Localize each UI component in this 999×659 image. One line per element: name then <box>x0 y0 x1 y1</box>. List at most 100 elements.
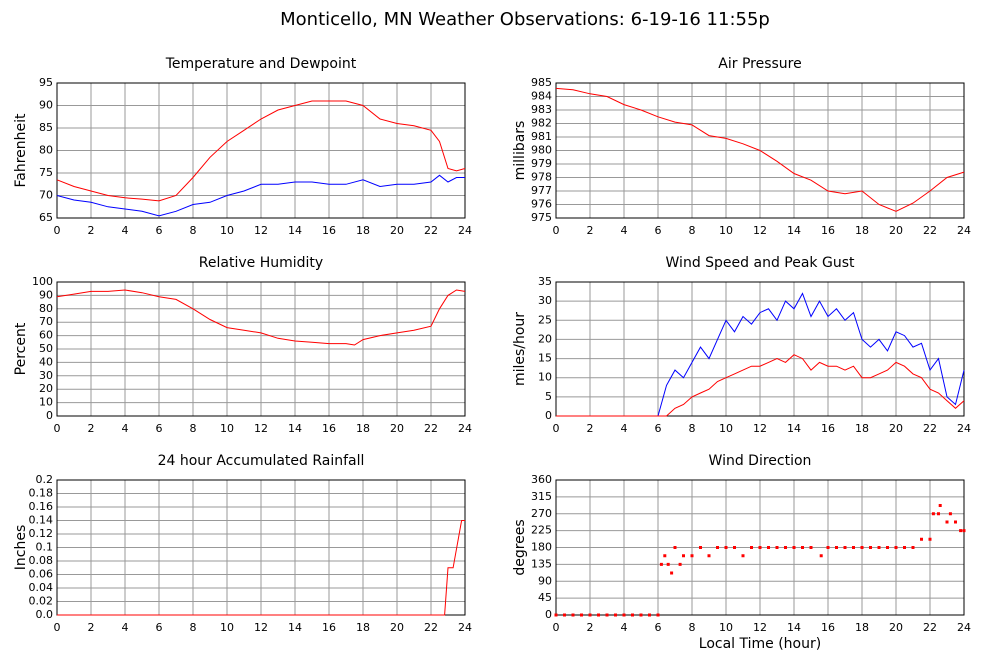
plot-frame <box>56 82 466 219</box>
y-tick-label: 0.16 <box>29 500 54 513</box>
y-tick-label: 50 <box>39 342 53 355</box>
x-tick-label: 24 <box>957 422 971 435</box>
y-tick-label: 30 <box>538 294 552 307</box>
point <box>869 546 872 549</box>
point <box>801 546 804 549</box>
point <box>678 562 682 566</box>
series-line <box>56 289 466 346</box>
point <box>631 613 634 617</box>
point <box>877 546 881 549</box>
x-tick-label: 12 <box>753 224 767 237</box>
point <box>920 537 923 541</box>
x-tick-label: 20 <box>390 621 404 634</box>
point <box>860 546 864 549</box>
y-tick-label: 25 <box>538 313 552 326</box>
point <box>937 512 940 516</box>
point <box>835 546 838 549</box>
y-tick-label: 35 <box>538 275 552 288</box>
x-tick-label: 8 <box>190 422 197 435</box>
y-tick-label: 0.02 <box>29 595 54 608</box>
y-axis-label: Fahrenheit <box>13 113 29 188</box>
x-tick-label: 20 <box>390 224 404 237</box>
point <box>597 613 600 617</box>
y-tick-label: 985 <box>531 76 552 89</box>
point <box>945 520 949 524</box>
x-tick-label: 6 <box>655 422 662 435</box>
x-tick-label: 14 <box>288 422 302 435</box>
x-tick-label: 8 <box>689 224 696 237</box>
series-line <box>56 100 466 202</box>
point <box>673 546 677 549</box>
point <box>666 562 670 566</box>
y-tick-label: 976 <box>531 198 552 211</box>
point <box>639 613 643 617</box>
y-tick-label: 75 <box>39 166 53 179</box>
point <box>716 546 719 549</box>
y-tick-label: 270 <box>531 507 552 520</box>
point <box>843 546 847 549</box>
y-tick-label: 975 <box>531 211 552 224</box>
point <box>622 613 626 617</box>
y-tick-label: 981 <box>531 130 552 143</box>
plot-frame <box>555 281 965 417</box>
x-tick-label: 6 <box>156 621 163 634</box>
series-line <box>556 354 965 417</box>
x-tick-label: 10 <box>220 224 234 237</box>
point <box>775 546 779 549</box>
x-tick-label: 14 <box>288 621 302 634</box>
x-tick-label: 0 <box>553 224 560 237</box>
x-tick-label: 18 <box>356 621 370 634</box>
x-tick-label: 10 <box>220 621 234 634</box>
y-tick-label: 10 <box>39 396 53 409</box>
y-tick-label: 315 <box>531 490 552 503</box>
chart-title: Wind Speed and Peak Gust <box>666 255 855 271</box>
x-tick-label: 14 <box>787 422 801 435</box>
point <box>690 554 694 558</box>
point <box>809 546 813 549</box>
y-tick-label: 30 <box>39 369 53 382</box>
x-tick-label: 0 <box>54 224 61 237</box>
x-tick-label: 24 <box>957 621 971 634</box>
point <box>792 546 796 549</box>
x-tick-label: 18 <box>356 422 370 435</box>
y-tick-label: 70 <box>39 315 53 328</box>
point <box>571 613 575 617</box>
x-tick-label: 6 <box>655 224 662 237</box>
y-tick-label: 15 <box>538 352 552 365</box>
y-tick-label: 135 <box>531 557 552 570</box>
y-tick-label: 100 <box>32 275 53 288</box>
y-tick-label: 70 <box>39 189 53 202</box>
y-tick-label: 0.14 <box>29 514 54 527</box>
point <box>670 571 674 575</box>
y-tick-label: 10 <box>538 371 552 384</box>
point <box>948 512 952 516</box>
x-axis-label: Local Time (hour) <box>699 636 821 652</box>
y-tick-label: 80 <box>39 144 53 157</box>
x-tick-label: 0 <box>553 422 560 435</box>
y-tick-label: 982 <box>531 117 552 130</box>
y-tick-label: 983 <box>531 103 552 116</box>
x-tick-label: 18 <box>855 621 869 634</box>
point <box>699 546 702 549</box>
x-tick-label: 16 <box>821 621 835 634</box>
point <box>659 562 663 566</box>
point <box>656 613 660 617</box>
x-tick-label: 2 <box>587 621 594 634</box>
chart-title: 24 hour Accumulated Rainfall <box>158 453 365 469</box>
y-tick-label: 0.08 <box>29 554 54 567</box>
y-tick-label: 65 <box>39 211 53 224</box>
x-tick-label: 6 <box>156 422 163 435</box>
point <box>767 546 770 549</box>
y-tick-label: 0.1 <box>36 541 54 554</box>
x-tick-label: 14 <box>288 224 302 237</box>
page-title: Monticello, MN Weather Observations: 6-1… <box>280 9 770 30</box>
x-tick-label: 24 <box>957 224 971 237</box>
y-tick-label: 0.06 <box>29 568 54 581</box>
y-tick-label: 0.04 <box>29 581 54 594</box>
x-tick-label: 16 <box>322 224 336 237</box>
x-tick-label: 2 <box>587 224 594 237</box>
y-axis-label: Percent <box>13 322 29 375</box>
x-tick-label: 20 <box>390 422 404 435</box>
x-tick-label: 4 <box>122 224 129 237</box>
